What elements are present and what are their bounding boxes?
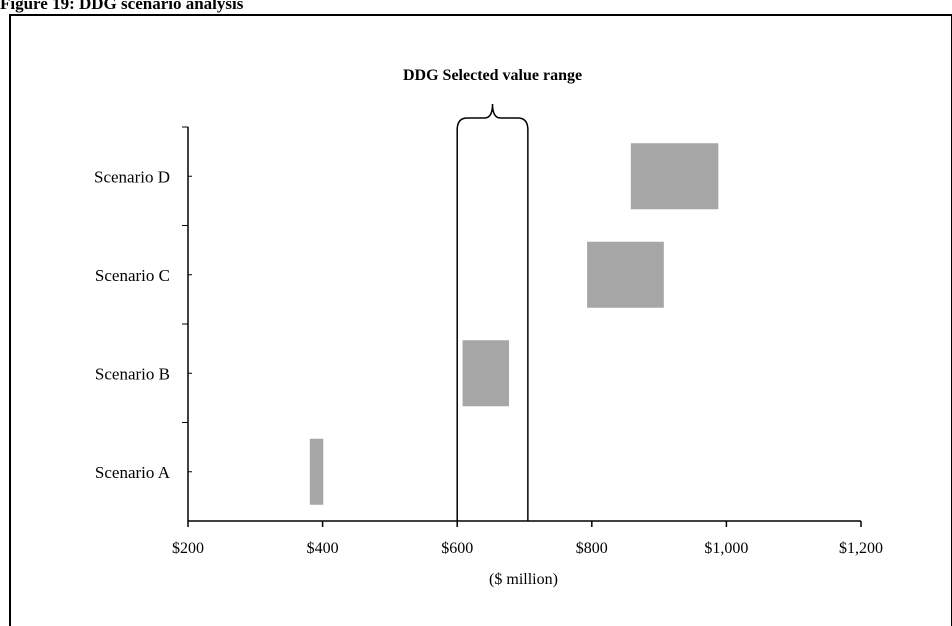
selected-range-brace: [456, 103, 529, 131]
figure-title: Figure 19: DDG scenario analysis: [0, 0, 244, 13]
x-tick-label: $1,200: [839, 540, 883, 557]
x-tick-label: $400: [307, 540, 339, 557]
range-bar: [630, 143, 719, 210]
x-axis-title: ($ million): [489, 571, 558, 588]
x-tick-label: $200: [172, 540, 204, 557]
range-bar: [462, 340, 510, 407]
selected-range-label: DDG Selected value range: [403, 67, 582, 84]
y-tick-label: Scenario C: [95, 266, 170, 285]
range-bar: [309, 438, 324, 505]
range-bar: [587, 241, 664, 308]
y-tick-label: Scenario B: [95, 364, 170, 383]
x-tick-label: $600: [441, 540, 473, 557]
y-tick-label: Scenario A: [95, 463, 171, 482]
x-tick-label: $1,000: [704, 540, 748, 557]
y-tick-label: Scenario D: [94, 167, 170, 186]
x-tick-label: $800: [576, 540, 608, 557]
